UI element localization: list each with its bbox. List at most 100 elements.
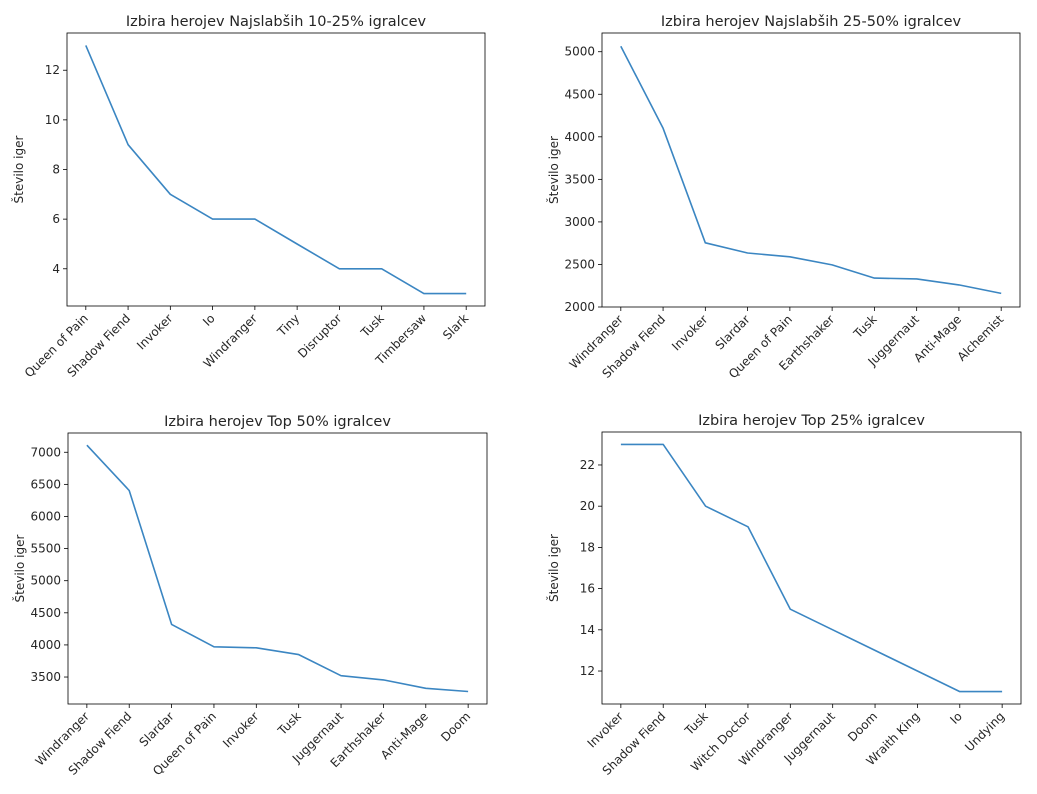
data-point [957, 283, 960, 286]
chart-4: Izbira herojev Top 25% igralcev Število i… [546, 413, 1022, 778]
data-point [831, 263, 834, 266]
chart-panel-3: Izbira herojev Top 50% igralcev Število i… [0, 395, 519, 790]
data-point [1000, 292, 1003, 295]
y-tick-label: 5500 [30, 542, 61, 556]
data-point [253, 218, 256, 221]
y-axis-label: Število iger [11, 135, 26, 203]
x-tick-label: Slardar [712, 312, 752, 352]
data-point [704, 241, 707, 244]
data-point [662, 127, 665, 130]
data-point [788, 255, 791, 258]
x-tick-label: Doom [438, 709, 473, 744]
data-point [789, 608, 792, 611]
x-tick-label: Tusk [681, 709, 710, 738]
data-point [211, 218, 214, 221]
data-point [422, 292, 425, 295]
data-point [619, 45, 622, 48]
y-tick-label: 7000 [30, 445, 61, 459]
x-tick-label: Undying [962, 709, 1007, 754]
chart-2: Izbira herojev Najslabših 25-50% igralce… [546, 14, 1021, 381]
data-point [255, 646, 258, 649]
x-tick-label: Slardar [136, 709, 176, 749]
x-tick-label: Io [200, 311, 218, 329]
x-tick-label: Tiny [274, 311, 302, 339]
y-tick-label: 12 [45, 63, 60, 77]
x-tick-label: Invoker [585, 709, 626, 750]
data-point [746, 251, 749, 254]
data-point [170, 623, 173, 626]
data-point [84, 44, 87, 47]
plot-frame [601, 32, 1021, 308]
x-tick-label: Tusk [850, 312, 879, 341]
data-point [212, 645, 215, 648]
data-point [128, 489, 131, 492]
data-point [916, 670, 919, 673]
data-point [873, 277, 876, 280]
data-point [662, 443, 665, 446]
y-tick-label: 4 [52, 262, 60, 276]
x-tick-label: Tusk [358, 311, 387, 340]
x-tick-label: Invoker [134, 311, 175, 352]
data-point [127, 143, 130, 146]
y-tick-label: 20 [580, 499, 595, 513]
x-tick-label: Invoker [220, 709, 261, 750]
x-tick-label: Doom [845, 709, 880, 744]
data-point [340, 674, 343, 677]
y-tick-label: 12 [580, 664, 595, 678]
y-tick-label: 14 [580, 623, 595, 637]
y-axis-label: Število iger [546, 534, 561, 602]
plot-frame [601, 431, 1022, 705]
y-tick-label: 16 [580, 582, 595, 596]
chart-panel-2: Izbira herojev Najslabših 25-50% igralce… [519, 0, 1037, 395]
y-tick-label: 4500 [30, 606, 61, 620]
y-tick-label: 5000 [30, 574, 61, 588]
y-tick-label: 4500 [564, 87, 595, 101]
y-tick-label: 8 [52, 163, 60, 177]
y-tick-label: 4000 [564, 130, 595, 144]
data-point [424, 687, 427, 690]
y-tick-label: 2500 [564, 257, 595, 271]
data-point [467, 690, 470, 693]
y-axis-label: Število iger [12, 534, 27, 602]
y-tick-label: 5000 [564, 45, 595, 59]
data-point [380, 267, 383, 270]
x-tick-label: Io [947, 709, 965, 727]
plot-frame [66, 32, 486, 307]
data-point [296, 242, 299, 245]
data-point [85, 444, 88, 447]
data-point [382, 678, 385, 681]
series-line [86, 444, 469, 693]
data-point [297, 653, 300, 656]
chart-3: Izbira herojev Top 50% igralcev Število i… [12, 414, 488, 778]
y-tick-label: 6000 [30, 509, 61, 523]
y-tick-label: 22 [580, 458, 595, 472]
data-point [958, 690, 961, 693]
data-point [915, 277, 918, 280]
chart-title: Izbira herojev Najslabših 25-50% igralce… [661, 14, 962, 30]
chart-panel-4: Izbira herojev Top 25% igralcev Število i… [519, 395, 1037, 790]
y-tick-label: 6 [52, 212, 60, 226]
chart-title: Izbira herojev Top 25% igralcev [698, 413, 925, 429]
x-tick-label: Alchemist [955, 312, 1007, 364]
chart-panel-1: Izbira herojev Najslabših 10-25% igralce… [0, 0, 519, 395]
plot-frame [67, 432, 488, 705]
y-tick-label: 2000 [564, 300, 595, 314]
series-line [620, 45, 1002, 295]
y-tick-label: 3500 [30, 670, 61, 684]
data-point [1001, 690, 1004, 693]
y-tick-label: 4000 [30, 638, 61, 652]
y-tick-label: 18 [580, 540, 595, 554]
data-point [338, 267, 341, 270]
y-tick-label: 10 [45, 113, 60, 127]
data-point [831, 628, 834, 631]
data-point [465, 292, 468, 295]
x-tick-label: Disruptor [295, 311, 345, 361]
data-point [874, 649, 877, 652]
y-tick-label: 6500 [30, 477, 61, 491]
x-tick-label: Tusk [275, 709, 304, 738]
x-tick-label: Slark [440, 311, 471, 342]
data-point [169, 193, 172, 196]
y-tick-label: 3500 [564, 172, 595, 186]
y-axis-label: Število iger [546, 136, 561, 204]
y-tick-label: 3000 [564, 215, 595, 229]
